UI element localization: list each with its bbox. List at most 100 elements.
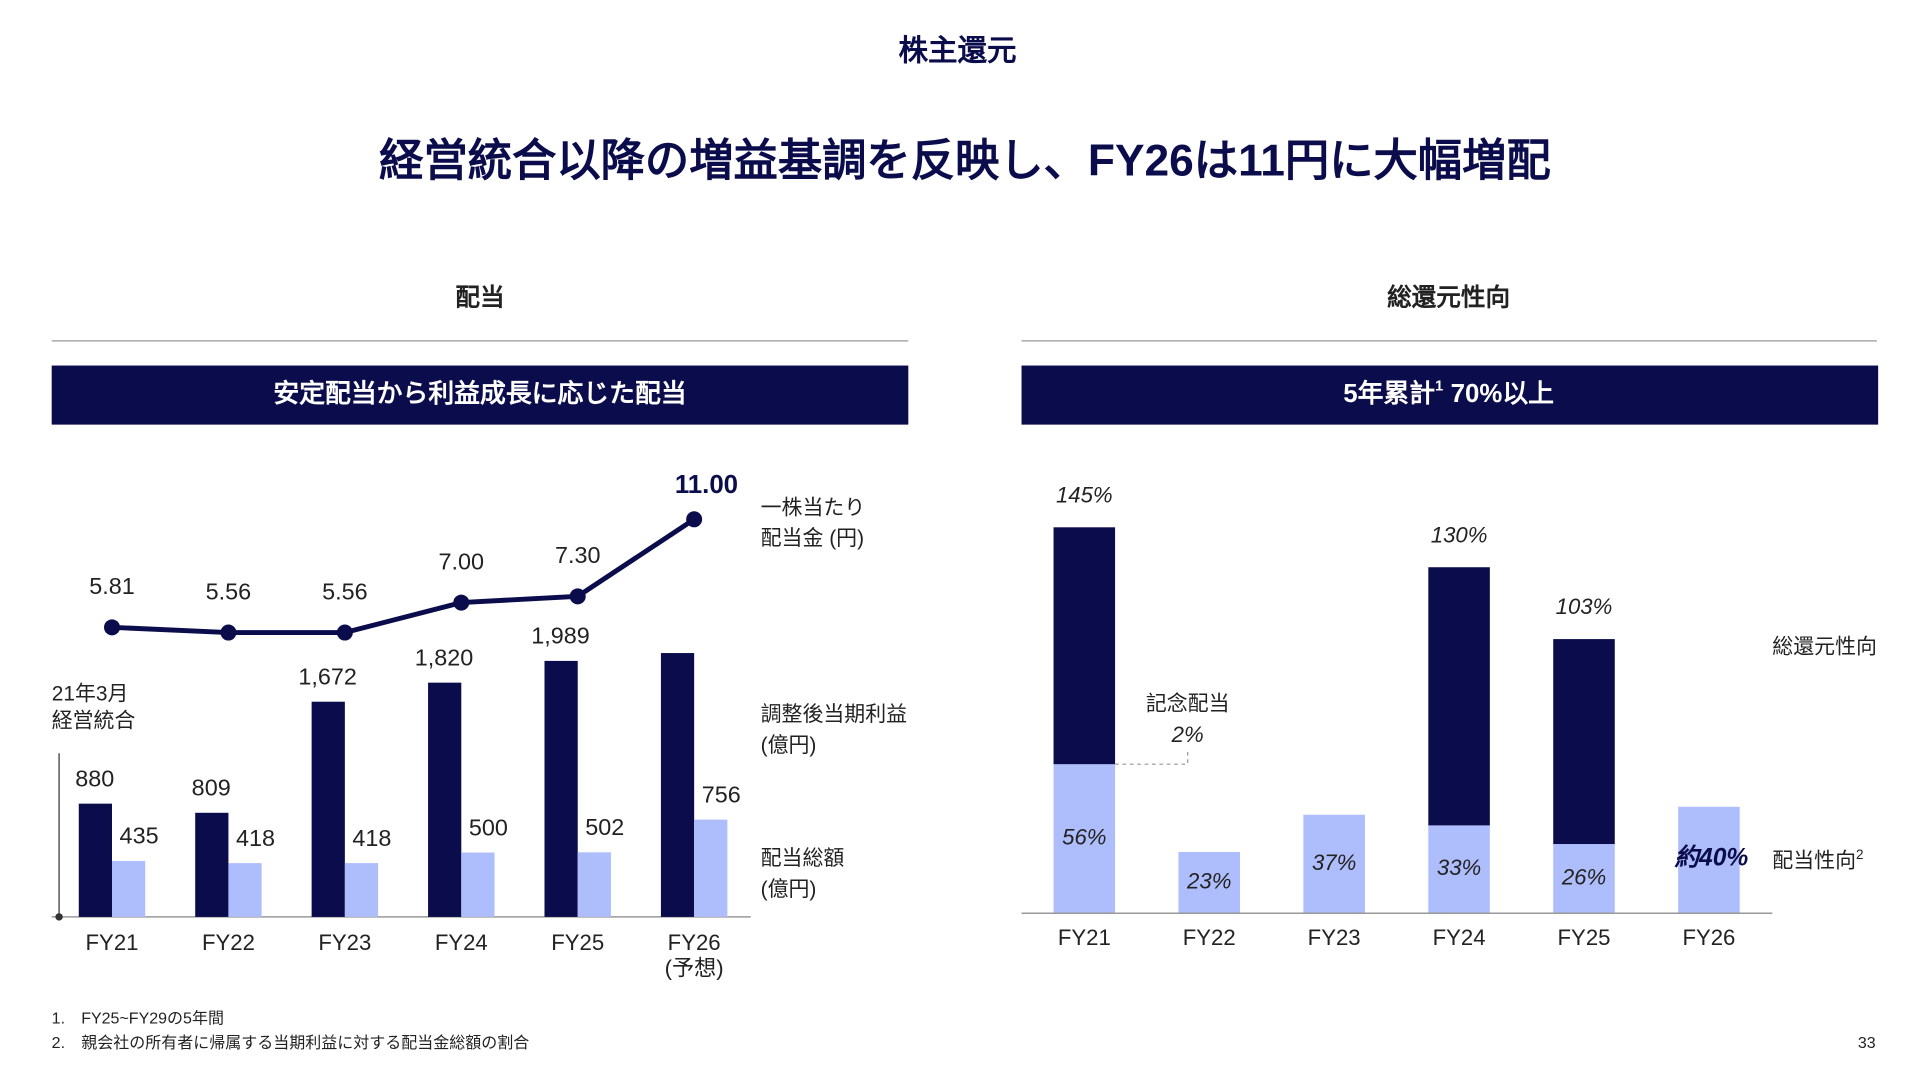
panel-heading: 配当 [455,284,504,312]
line [111,517,696,636]
data-label: 435 [120,823,159,849]
legend-item: 配当性向2 [1772,848,1864,873]
annotation-connector [1115,751,1189,765]
line-point [686,511,703,528]
banner [1021,365,1879,425]
bar [694,819,728,917]
data-label: 37% [1312,850,1356,875]
data-label: 7.00 [439,548,485,574]
total-label: 103% [1556,594,1613,619]
data-label: 約40% [1674,844,1748,872]
bar [195,812,229,917]
data-label: 56% [1062,825,1106,850]
total-label: 130% [1431,522,1488,547]
line-point [453,594,470,611]
annotation: 21年3月 経営統合 [51,681,136,733]
bar [228,863,262,917]
bar-segment [1678,806,1740,914]
line-point [104,619,120,636]
bar [344,863,379,917]
legend-label: 配当総額 (億円) [760,846,845,901]
x-tick-note: (予想) [665,956,724,981]
data-label: 418 [236,825,275,851]
bar [311,701,345,917]
bar-segment [1053,764,1116,914]
legend-item: 調整後当期利益 (億円) [760,702,908,757]
footnote-mark: 2. [52,1035,65,1052]
bar-segment [1553,844,1615,914]
legend-label: 配当性向2 [1772,848,1864,873]
legend-item: 一株当たり 配当金 (円) [760,496,866,551]
footnote-mark: 1. [52,1010,65,1027]
banner-part: 5年累計 [1343,378,1435,408]
data-label: 418 [352,825,391,851]
legend-item: 配当総額 (億円) [760,846,845,901]
bar [78,803,112,917]
x-tick-label: FY26 [668,930,721,955]
bar [544,660,578,917]
bar [112,860,146,917]
bar-segment [1428,825,1490,914]
banner [51,365,909,425]
data-label: 809 [192,775,231,801]
data-label: 5.81 [89,573,134,599]
annotation-value: 2% [1171,722,1204,747]
bar-segment [1053,527,1116,765]
data-label: 7.30 [555,542,601,568]
line-point [336,624,353,641]
x-tick-label: FY21 [86,930,139,955]
x-tick-label: FY22 [202,930,255,955]
legend-item: 総還元性向 [1772,635,1877,659]
bar [428,682,462,917]
annotation-text: 21年3月 経営統合 [51,681,136,733]
line-point [569,588,586,605]
banner-part: 70%以上 [1451,379,1554,408]
legend-label: 一株当たり 配当金 (円) [760,496,866,551]
footnote: 親会社の所有者に帰属する当期利益に対する配当金総額の割合 [81,1034,529,1052]
data-label: 1,989 [531,623,590,649]
annotation-text: 記念配当 [1146,693,1230,716]
x-tick-label: FY24 [1433,925,1486,950]
bar-segment [1178,852,1240,914]
x-tick-label: FY22 [1183,925,1236,950]
annotation-dot [55,913,63,921]
data-label: 756 [702,781,741,807]
x-tick-label: FY25 [1558,925,1611,950]
banner-text: 5年累計1 70%以上 [1343,378,1554,408]
panel-heading: 総還元性向 [1386,283,1510,312]
data-label: 11.00 [675,471,738,499]
page-number: 33 [1858,1035,1876,1052]
x-tick-label: FY21 [1058,925,1111,950]
bar-segment [1428,567,1490,826]
data-label: 23% [1186,868,1231,893]
bar-segment [1553,639,1615,845]
banner-text: 安定配当から利益成長に応じた配当 [273,378,686,408]
data-label: 1,672 [298,663,357,689]
bar [660,653,695,917]
bar-segment [1303,814,1365,914]
bar [461,852,495,917]
x-tick-label: FY24 [435,930,488,955]
legend-label: 総還元性向 [1772,635,1877,659]
data-label: 5.56 [206,578,252,604]
data-label: 880 [75,765,114,791]
footnote: FY25~FY29の5年間 [81,1009,224,1027]
data-label: 33% [1437,855,1481,880]
footnote-ref: 1 [1435,378,1443,394]
data-label: 502 [585,814,624,840]
legend-label: 調整後当期利益 (億円) [760,702,908,757]
data-label: 26% [1561,864,1606,889]
bar [577,852,611,917]
data-label: 5.56 [322,578,368,604]
x-tick-label: FY23 [318,930,371,955]
section-title: 株主還元 [898,35,1016,68]
slide-title: 経営統合以降の増益基調を反映し、FY26は11円に大幅増配 [379,136,1551,185]
data-label: 1,820 [415,644,474,670]
line-point [220,624,237,641]
x-tick-label: FY25 [551,930,604,955]
total-label: 145% [1056,482,1113,507]
x-tick-label: FY26 [1682,925,1735,950]
footnote-ref: 2 [1856,848,1864,863]
x-tick-label: FY23 [1308,925,1361,950]
